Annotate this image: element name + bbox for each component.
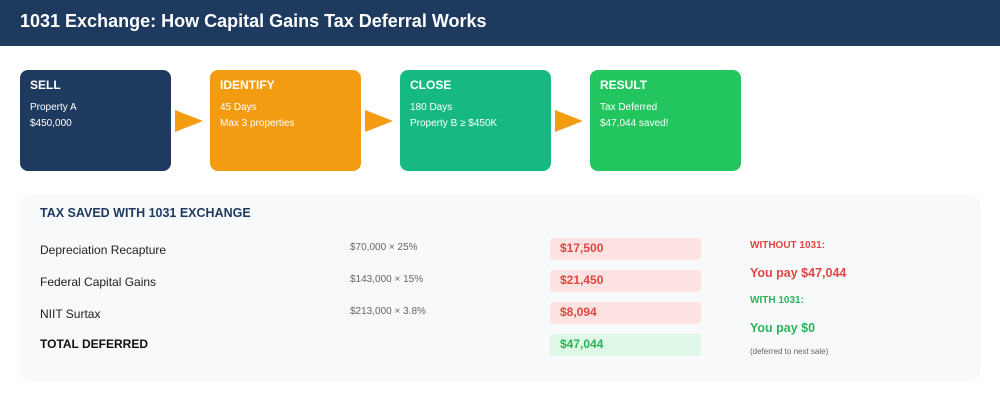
amount-value: $47,044 [560,337,604,351]
with-1031-value: You pay $0 [750,321,816,335]
amount-value: $21,450 [560,273,604,287]
step-detail: Property B ≥ $450K [410,118,498,129]
page-header: 1031 Exchange: How Capital Gains Tax Def… [0,0,1000,46]
tax-row-formula: $213,000 × 3.8% [350,306,426,317]
without-1031-value: You pay $47,044 [750,266,847,280]
tax-row-label: NIIT Surtax [40,307,101,321]
tax-row-formula: $143,000 × 15% [350,274,424,285]
deferred-note: (deferred to next sale) [750,347,829,356]
step-detail: 45 Days [220,102,257,113]
tax-savings-panel: TAX SAVED WITH 1031 EXCHANGE Depreciatio… [20,195,981,381]
arrow-right-icon [555,110,583,132]
step-detail: $47,044 saved! [600,118,669,129]
step-label: CLOSE [410,78,452,92]
panel-title: TAX SAVED WITH 1031 EXCHANGE [40,206,251,220]
tax-row-amount: $21,450 [550,270,701,292]
arrow-right-icon [175,110,203,132]
tax-row-label: Federal Capital Gains [40,275,157,289]
tax-row-amount: $8,094 [550,302,701,324]
total-label: TOTAL DEFERRED [40,337,149,351]
step-result: RESULT Tax Deferred $47,044 saved! [590,70,741,171]
page-title: 1031 Exchange: How Capital Gains Tax Def… [20,11,487,31]
tax-row-label: Depreciation Recapture [40,243,167,257]
step-detail: Tax Deferred [600,102,658,113]
with-1031-label: WITH 1031: [750,295,804,306]
amount-value: $17,500 [560,241,604,255]
tax-row-formula: $70,000 × 25% [350,242,418,253]
step-close: CLOSE 180 Days Property B ≥ $450K [400,70,551,171]
step-sell: SELL Property A $450,000 [20,70,171,171]
step-detail: $450,000 [30,118,72,129]
step-detail: Property A [30,102,77,113]
step-label: IDENTIFY [220,78,275,92]
amount-value: $8,094 [560,305,597,319]
step-label: SELL [30,78,61,92]
step-label: RESULT [600,78,648,92]
step-detail: 180 Days [410,102,453,113]
without-1031-label: WITHOUT 1031: [750,240,826,251]
arrow-right-icon [365,110,393,132]
total-amount: $47,044 [550,334,701,356]
step-identify: IDENTIFY 45 Days Max 3 properties [210,70,361,171]
step-detail: Max 3 properties [220,118,295,129]
tax-row-amount: $17,500 [550,238,701,260]
